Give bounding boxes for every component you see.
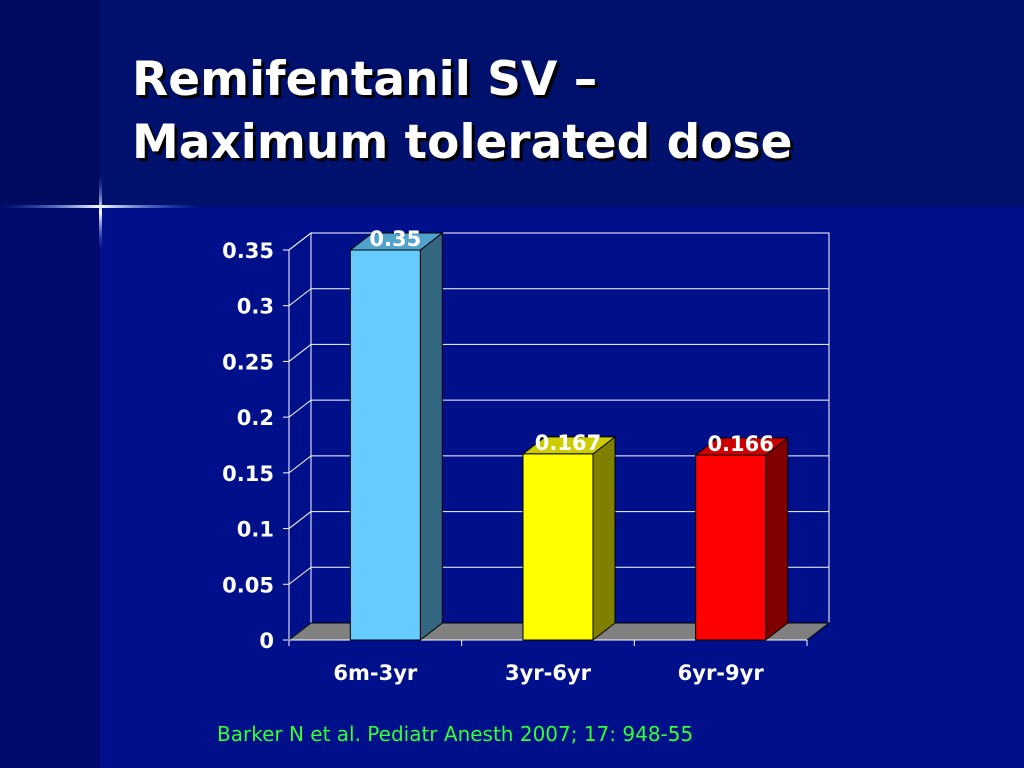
gridline-side: [288, 455, 312, 474]
slide-title-line-2: Maximum tolerated dose: [132, 115, 793, 170]
chart-side-wall: [288, 231, 312, 642]
y-tick-label: 0.05: [222, 573, 274, 597]
data-label: 0.166: [707, 432, 773, 456]
bar: [522, 453, 594, 641]
citation: Barker N et al. Pediatr Anesth 2007; 17:…: [217, 722, 694, 746]
gridline-side: [288, 344, 312, 362]
x-tick-label: 6yr-9yr: [678, 661, 765, 685]
gridline-side: [288, 288, 312, 307]
y-tick-label: 0: [259, 629, 274, 653]
bar: [349, 249, 421, 641]
gridline-side: [288, 399, 312, 418]
slide-title: Remifentanil SV – Maximum tolerated dose: [132, 48, 1012, 174]
bar-side: [592, 435, 616, 642]
y-tick-label: 0.35: [222, 239, 274, 263]
y-tick-label: 0.15: [222, 462, 274, 486]
slide-corner-band: [0, 0, 100, 207]
sparkle-vertical-beam: [99, 175, 102, 250]
gridline-side: [288, 511, 312, 529]
bar: [695, 454, 767, 641]
slide-title-line-1: Remifentanil SV –: [132, 52, 598, 107]
y-tick-label: 0.2: [237, 406, 274, 430]
gridline-side: [288, 232, 312, 251]
bar-side: [419, 231, 443, 642]
y-tick-label: 0.1: [237, 518, 274, 542]
x-tick-label: 6m-3yr: [333, 661, 418, 685]
data-label: 0.167: [535, 431, 601, 455]
y-tick-label: 0.3: [237, 295, 274, 319]
gridline-side: [288, 566, 312, 585]
slide-title-band: [100, 0, 1024, 207]
bar-side: [765, 437, 789, 642]
x-tick-label: 3yr-6yr: [505, 661, 592, 685]
y-tick-label: 0.25: [222, 350, 274, 374]
data-label: 0.35: [369, 227, 421, 251]
